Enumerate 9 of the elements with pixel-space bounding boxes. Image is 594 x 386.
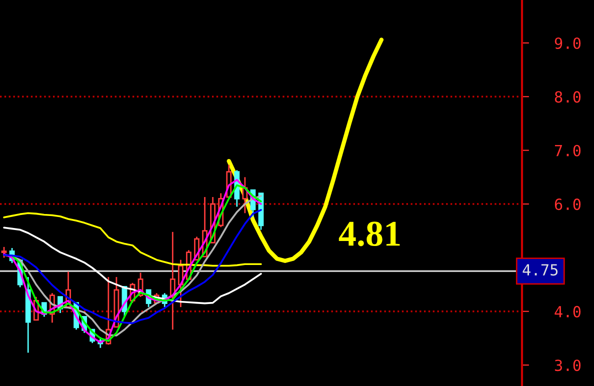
y-tick-label: 7.0 [554,144,581,156]
annotation: 4.81 [338,222,400,246]
line-series [3,226,262,304]
y-tick-label: 3.0 [554,360,581,372]
y-tick-label: 9.0 [554,37,581,50]
y-tick-label: 8.0 [554,91,581,103]
y-tick-label: 4.0 [554,306,581,318]
ref-line-label: 4.75 [522,264,558,276]
y-tick-label: 6.0 [554,198,581,210]
